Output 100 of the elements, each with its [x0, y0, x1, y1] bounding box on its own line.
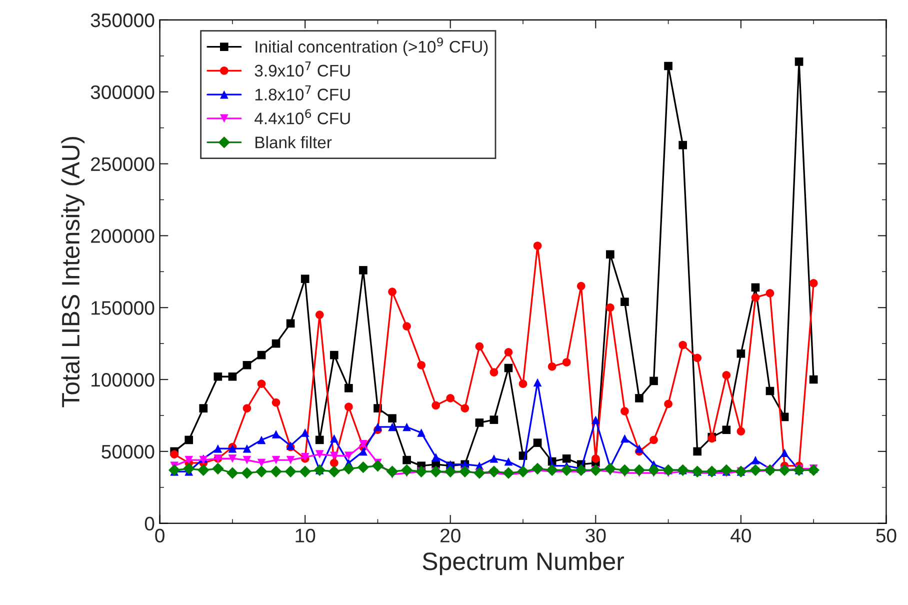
point: [214, 444, 222, 453]
point: [342, 462, 355, 475]
point: [606, 303, 614, 312]
y-tick-label: 100000: [92, 372, 154, 387]
point: [809, 278, 818, 288]
point: [606, 250, 614, 259]
x-tick-label: 30: [586, 528, 606, 542]
point: [475, 418, 484, 427]
point: [299, 466, 311, 478]
legend-label: Blank filter: [256, 136, 332, 148]
point: [633, 464, 646, 476]
x-tick-label: 0: [155, 528, 164, 542]
y-tick-label: 0: [144, 516, 154, 531]
x-tick-label: 20: [440, 528, 460, 542]
point: [272, 339, 280, 348]
point: [374, 422, 382, 432]
point: [766, 386, 774, 396]
point: [618, 464, 631, 476]
point: [400, 464, 413, 476]
legend-label: 4.4x10$^{6}$ CFU: [254, 109, 350, 124]
point: [648, 464, 660, 476]
point: [736, 349, 746, 358]
point: [678, 140, 687, 150]
point: [242, 404, 252, 412]
point: [212, 462, 224, 475]
y-tick-label: 150000: [92, 301, 154, 315]
point: [257, 458, 266, 468]
point: [490, 454, 498, 463]
point: [359, 440, 368, 448]
point: [242, 444, 252, 453]
point: [286, 456, 295, 464]
y-tick-label: 300000: [90, 85, 154, 100]
point: [417, 360, 426, 370]
point: [591, 416, 600, 424]
point: [808, 464, 820, 476]
point: [750, 464, 762, 476]
point: [241, 467, 253, 479]
point: [257, 380, 266, 388]
legend-label: Initial concentration (>10$^{9}$ CFU): [256, 37, 488, 56]
point: [518, 380, 528, 388]
point: [475, 342, 484, 351]
point: [575, 464, 588, 476]
y-tick-label: 250000: [91, 157, 154, 172]
point: [664, 400, 672, 408]
point: [315, 310, 324, 319]
x-tick-label: 40: [730, 528, 751, 542]
point: [502, 467, 514, 479]
point: [417, 428, 426, 437]
point: [504, 457, 513, 466]
point: [359, 447, 368, 456]
point: [257, 350, 266, 360]
point: [330, 452, 338, 460]
point: [344, 402, 353, 411]
point: [328, 466, 340, 478]
point: [650, 436, 658, 444]
point: [490, 416, 498, 424]
point: [635, 394, 644, 402]
point: [693, 447, 702, 456]
point: [359, 266, 368, 274]
point: [300, 274, 310, 284]
point: [388, 422, 396, 432]
point: [620, 406, 629, 416]
point: [444, 466, 456, 478]
point: [199, 404, 208, 412]
point: [736, 427, 746, 436]
point: [300, 428, 310, 437]
point: [546, 464, 558, 476]
point: [184, 436, 194, 444]
point: [330, 434, 338, 443]
point: [532, 462, 544, 475]
point: [432, 453, 440, 462]
point: [576, 282, 586, 290]
point: [182, 462, 195, 475]
x-axis-title: Spectrum Number: [422, 552, 624, 576]
point: [357, 461, 370, 474]
point: [751, 456, 760, 464]
point: [751, 283, 760, 292]
y-tick-label: 350000: [90, 13, 154, 28]
point: [604, 462, 616, 475]
point: [490, 368, 498, 376]
point: [794, 58, 804, 66]
point: [517, 466, 529, 478]
point: [257, 436, 266, 444]
point: [388, 288, 396, 296]
point: [693, 354, 702, 362]
point: [284, 466, 296, 478]
point: [620, 434, 629, 443]
point: [809, 375, 818, 384]
point: [751, 293, 760, 302]
point: [170, 450, 179, 458]
point: [214, 372, 222, 381]
point: [344, 384, 353, 392]
point: [533, 242, 542, 250]
point: [533, 438, 542, 447]
point: [402, 322, 411, 330]
point: [256, 466, 268, 478]
point: [504, 348, 513, 356]
point: [650, 376, 658, 386]
point: [504, 364, 513, 372]
point: [228, 454, 237, 463]
